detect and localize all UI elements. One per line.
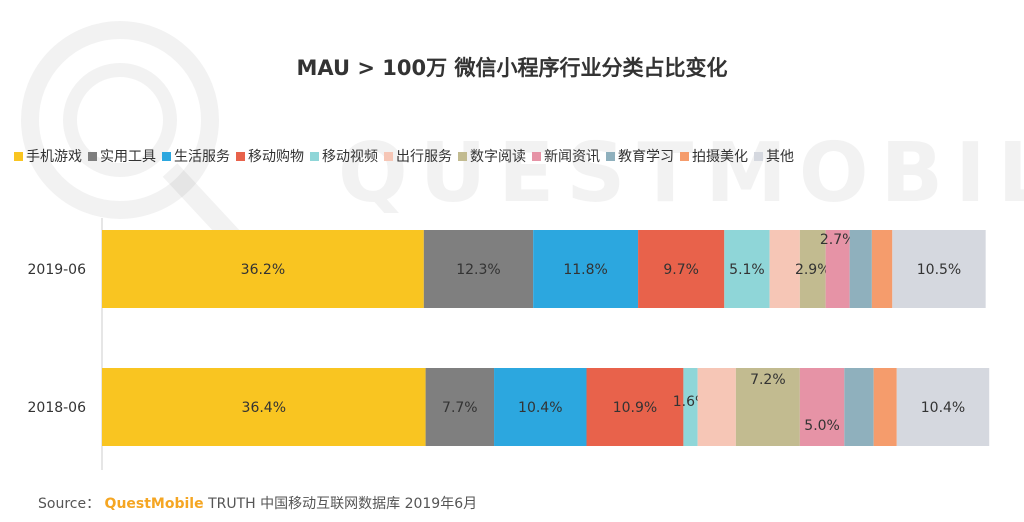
legend-swatch: [236, 151, 245, 161]
source-prefix: Source：: [38, 496, 101, 512]
legend-label: 新闻资讯: [544, 149, 600, 165]
bar-segment: [683, 368, 698, 446]
data-label: 10.4%: [518, 400, 562, 416]
legend-item: 教育学习: [606, 146, 674, 166]
bar-segment: [586, 368, 684, 446]
bar-segment: [769, 230, 800, 308]
legend-label: 移动购物: [248, 149, 304, 165]
legend-label: 出行服务: [396, 149, 452, 165]
data-label: 36.2%: [241, 262, 285, 278]
data-label: 2.9%: [795, 262, 831, 278]
data-label: 11.8%: [563, 262, 607, 278]
data-label: 12.3%: [456, 262, 500, 278]
source-brand: QuestMobile: [104, 496, 204, 512]
bar-segment: [102, 368, 426, 446]
legend-swatch: [162, 151, 171, 161]
legend-label: 其他: [766, 149, 794, 165]
bar-segment: [892, 230, 986, 308]
bar-segment: [423, 230, 534, 308]
legend-item: 其他: [754, 146, 794, 166]
source-text: TRUTH 中国移动互联网数据库 2019年6月: [208, 496, 478, 512]
data-label: 7.7%: [442, 400, 478, 416]
data-label: 36.4%: [242, 400, 286, 416]
bar-segment: [638, 230, 725, 308]
legend-swatch: [384, 151, 393, 161]
legend-label: 数字阅读: [470, 149, 526, 165]
legend-swatch: [88, 151, 97, 161]
bar-segment: [844, 368, 874, 446]
legend-swatch: [14, 151, 23, 161]
chart-title: MAU > 100万 微信小程序行业分类占比变化: [296, 56, 728, 80]
legend-label: 拍摄美化: [692, 149, 748, 165]
bar-segment: [896, 368, 990, 446]
legend-item: 实用工具: [88, 146, 156, 166]
legend-label: 移动视频: [322, 149, 378, 165]
data-label: 9.7%: [663, 262, 699, 278]
bar-segment: [697, 368, 736, 446]
bar-segment: [799, 368, 845, 446]
legend-item: 移动购物: [236, 146, 304, 166]
legend-swatch: [606, 151, 615, 161]
legend-label: 生活服务: [174, 149, 230, 165]
source-note: Source： QuestMobile TRUTH 中国移动互联网数据库 201…: [38, 493, 477, 513]
legend-item: 手机游戏: [14, 146, 82, 166]
legend-item: 拍摄美化: [680, 146, 748, 166]
data-label: 10.4%: [921, 400, 965, 416]
legend-swatch: [532, 151, 541, 161]
bar-segment: [825, 230, 850, 308]
data-label: 7.2%: [750, 372, 786, 388]
category-label: 2019-06: [28, 262, 87, 278]
legend-swatch: [754, 151, 763, 161]
legend-item: 数字阅读: [458, 146, 526, 166]
data-label: 5.0%: [804, 418, 840, 434]
legend-label: 手机游戏: [26, 149, 82, 165]
bar-segment: [873, 368, 897, 446]
bar-segment: [494, 368, 587, 446]
chart-legend: 手机游戏 实用工具 生活服务 移动购物 移动视频 出行服务 数字阅读 新闻资讯 教育学习 拍摄美化…: [14, 146, 1014, 166]
legend-label: 教育学习: [618, 149, 674, 165]
legend-item: 新闻资讯: [532, 146, 600, 166]
legend-label: 实用工具: [100, 149, 156, 165]
legend-swatch: [458, 151, 467, 161]
legend-item: 移动视频: [310, 146, 378, 166]
data-label: 10.9%: [613, 400, 657, 416]
bar-segment: [735, 368, 800, 446]
bar-segment: [425, 368, 495, 446]
data-label: 10.5%: [917, 262, 961, 278]
bar-segment: [871, 230, 893, 308]
bar-segment: [102, 230, 424, 308]
bar-segment: [849, 230, 872, 308]
bar-segment: [533, 230, 639, 308]
bar-segment: [724, 230, 770, 308]
legend-item: 出行服务: [384, 146, 452, 166]
legend-swatch: [680, 151, 689, 161]
data-label: 2.7%: [820, 232, 856, 248]
category-label: 2018-06: [28, 400, 87, 416]
legend-item: 生活服务: [162, 146, 230, 166]
legend-swatch: [310, 151, 319, 161]
bar-segment: [799, 230, 826, 308]
data-label: 5.1%: [729, 262, 765, 278]
